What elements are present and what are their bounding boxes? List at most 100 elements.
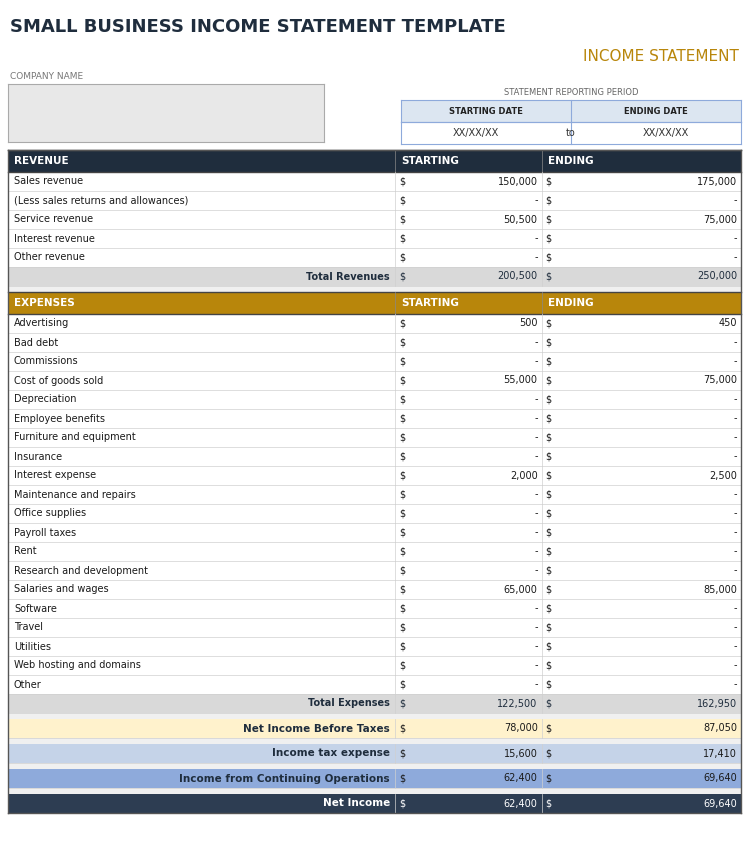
Bar bbox=[8, 580, 741, 599]
Text: 250,000: 250,000 bbox=[697, 271, 737, 282]
Text: $: $ bbox=[399, 509, 405, 518]
Text: Salaries and wages: Salaries and wages bbox=[14, 585, 109, 594]
Text: $: $ bbox=[545, 585, 552, 594]
Text: INCOME STATEMENT: INCOME STATEMENT bbox=[583, 49, 739, 64]
Text: $: $ bbox=[545, 252, 552, 263]
Text: $: $ bbox=[399, 773, 405, 784]
Text: $: $ bbox=[545, 748, 552, 759]
Bar bbox=[8, 286, 741, 292]
Bar bbox=[8, 561, 741, 580]
Text: $: $ bbox=[399, 177, 405, 187]
Text: Cost of goods sold: Cost of goods sold bbox=[14, 375, 103, 386]
Text: 200,500: 200,500 bbox=[497, 271, 538, 282]
Text: $: $ bbox=[545, 214, 552, 225]
Text: $: $ bbox=[545, 698, 552, 709]
Text: -: - bbox=[733, 432, 737, 443]
Bar bbox=[8, 744, 741, 763]
Text: -: - bbox=[733, 413, 737, 424]
Text: -: - bbox=[733, 338, 737, 348]
Text: 78,000: 78,000 bbox=[504, 723, 538, 734]
Text: -: - bbox=[534, 432, 538, 443]
Text: STARTING DATE: STARTING DATE bbox=[449, 107, 523, 115]
Text: STATEMENT REPORTING PERIOD: STATEMENT REPORTING PERIOD bbox=[503, 89, 638, 97]
Text: $: $ bbox=[399, 748, 405, 759]
Text: 85,000: 85,000 bbox=[703, 585, 737, 594]
Text: $: $ bbox=[545, 432, 552, 443]
Text: 69,640: 69,640 bbox=[703, 798, 737, 808]
Text: Furniture and equipment: Furniture and equipment bbox=[14, 432, 136, 443]
Text: -: - bbox=[733, 252, 737, 263]
Bar bbox=[8, 675, 741, 694]
Bar bbox=[8, 738, 741, 744]
Text: $: $ bbox=[399, 604, 405, 614]
Text: 75,000: 75,000 bbox=[703, 214, 737, 225]
Text: Advertising: Advertising bbox=[14, 319, 69, 329]
Bar bbox=[8, 172, 741, 191]
Text: $: $ bbox=[545, 375, 552, 386]
Text: 17,410: 17,410 bbox=[703, 748, 737, 759]
Text: -: - bbox=[733, 451, 737, 461]
Text: 69,640: 69,640 bbox=[703, 773, 737, 784]
Text: $: $ bbox=[545, 798, 552, 808]
Bar bbox=[8, 637, 741, 656]
Text: -: - bbox=[534, 679, 538, 690]
Text: $: $ bbox=[545, 641, 552, 652]
Bar bbox=[8, 352, 741, 371]
Text: 15,600: 15,600 bbox=[504, 748, 538, 759]
Text: COMPANY NAME: COMPANY NAME bbox=[10, 72, 83, 81]
Text: -: - bbox=[733, 641, 737, 652]
Text: $: $ bbox=[399, 233, 405, 244]
Text: Maintenance and repairs: Maintenance and repairs bbox=[14, 490, 136, 499]
Bar bbox=[8, 428, 741, 447]
Text: SMALL BUSINESS INCOME STATEMENT TEMPLATE: SMALL BUSINESS INCOME STATEMENT TEMPLATE bbox=[10, 18, 506, 35]
Text: $: $ bbox=[545, 470, 552, 480]
Text: ENDING: ENDING bbox=[548, 298, 593, 308]
Bar bbox=[8, 371, 741, 390]
Text: Service revenue: Service revenue bbox=[14, 214, 93, 225]
Text: Software: Software bbox=[14, 604, 57, 614]
Text: 2,500: 2,500 bbox=[709, 470, 737, 480]
Text: $: $ bbox=[399, 252, 405, 263]
Text: Rent: Rent bbox=[14, 547, 37, 556]
Text: $: $ bbox=[545, 528, 552, 537]
Text: -: - bbox=[534, 356, 538, 367]
Text: ENDING DATE: ENDING DATE bbox=[624, 107, 688, 115]
Text: -: - bbox=[733, 394, 737, 405]
Text: Travel: Travel bbox=[14, 623, 43, 633]
Bar bbox=[8, 618, 741, 637]
Bar bbox=[8, 248, 741, 267]
Text: Total Expenses: Total Expenses bbox=[308, 698, 390, 709]
Bar bbox=[8, 333, 741, 352]
Text: -: - bbox=[733, 233, 737, 244]
Text: -: - bbox=[733, 356, 737, 367]
Text: 162,950: 162,950 bbox=[697, 698, 737, 709]
Text: $: $ bbox=[545, 490, 552, 499]
Text: 62,400: 62,400 bbox=[504, 773, 538, 784]
Text: -: - bbox=[534, 451, 538, 461]
Text: 122,500: 122,500 bbox=[497, 698, 538, 709]
Text: -: - bbox=[534, 195, 538, 206]
Text: 65,000: 65,000 bbox=[504, 585, 538, 594]
Bar bbox=[8, 794, 741, 813]
Text: Net Income: Net Income bbox=[323, 798, 390, 808]
Text: Insurance: Insurance bbox=[14, 451, 62, 461]
Text: -: - bbox=[733, 604, 737, 614]
Text: Employee benefits: Employee benefits bbox=[14, 413, 105, 424]
Bar bbox=[8, 485, 741, 504]
Text: Sales revenue: Sales revenue bbox=[14, 177, 83, 187]
Text: $: $ bbox=[399, 798, 405, 808]
Bar bbox=[8, 466, 741, 485]
Text: 175,000: 175,000 bbox=[697, 177, 737, 187]
Text: -: - bbox=[534, 490, 538, 499]
Text: $: $ bbox=[545, 177, 552, 187]
Text: -: - bbox=[534, 233, 538, 244]
Bar bbox=[8, 409, 741, 428]
Text: $: $ bbox=[545, 338, 552, 348]
Text: -: - bbox=[534, 604, 538, 614]
Text: $: $ bbox=[399, 490, 405, 499]
Text: -: - bbox=[733, 528, 737, 537]
Bar bbox=[8, 210, 741, 229]
Text: Interest expense: Interest expense bbox=[14, 470, 96, 480]
Text: Bad debt: Bad debt bbox=[14, 338, 58, 348]
Text: $: $ bbox=[399, 470, 405, 480]
